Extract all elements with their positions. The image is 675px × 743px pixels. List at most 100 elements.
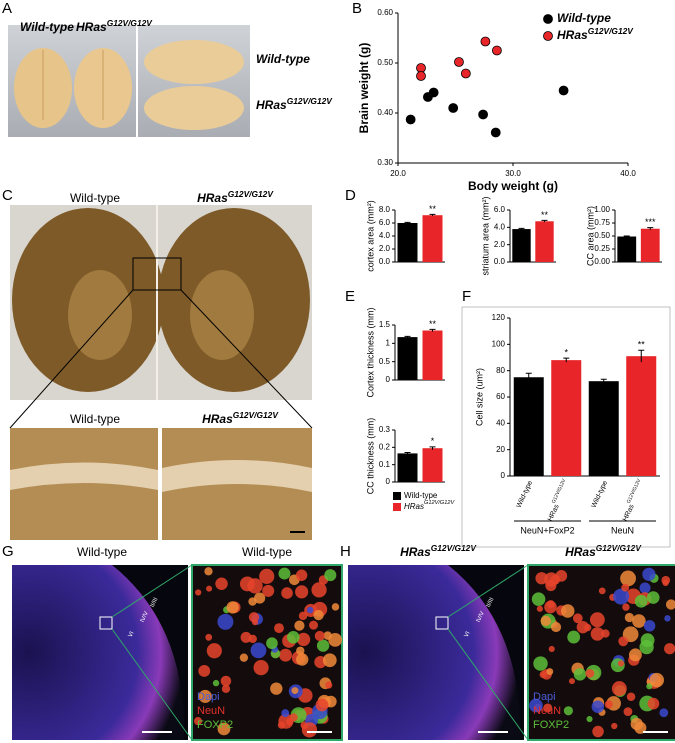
cell xyxy=(613,588,630,605)
point xyxy=(478,109,489,120)
cell xyxy=(543,703,553,713)
label-sup: G12V/G12V xyxy=(431,543,478,553)
error-bar xyxy=(429,213,436,216)
bar xyxy=(512,229,531,262)
y-axis-label: striatum area (mm²) xyxy=(480,196,490,275)
cell xyxy=(591,700,605,713)
error-bar xyxy=(518,227,525,230)
cell xyxy=(277,721,286,729)
stain-label: NeuN xyxy=(197,705,225,717)
x-tick-label: 30.0 xyxy=(505,169,521,178)
cell xyxy=(221,684,231,694)
striatum xyxy=(68,270,132,360)
cell xyxy=(630,717,643,731)
photo-label: Wild-type xyxy=(70,412,120,426)
photo-label: Wild-type xyxy=(70,191,120,205)
label-main: HRas xyxy=(256,98,287,112)
cell xyxy=(309,620,319,630)
y-tick-label: 0.60 xyxy=(377,8,393,17)
cell xyxy=(205,633,213,641)
point xyxy=(405,114,416,125)
y-tick-label: 0.30 xyxy=(377,158,393,167)
point xyxy=(454,57,464,67)
y-tick-label: 60 xyxy=(496,392,505,401)
y-tick-label: 6.0 xyxy=(379,218,391,227)
cell xyxy=(573,668,587,681)
bar xyxy=(397,223,418,262)
cell xyxy=(620,570,636,587)
cell xyxy=(217,722,231,736)
legend-label: Wild-type xyxy=(404,491,438,500)
x-tick-label: Wild-type xyxy=(591,480,610,509)
y-tick-label: 0.75 xyxy=(594,218,610,227)
cell xyxy=(550,621,562,633)
cell xyxy=(226,601,239,614)
x-tick-label: HRasG12V/G12V xyxy=(544,478,572,523)
y-tick-label: 0 xyxy=(386,477,391,486)
cell xyxy=(198,689,212,703)
significance: * xyxy=(431,436,435,446)
panel-letter: D xyxy=(345,187,356,204)
cell xyxy=(296,632,311,647)
point xyxy=(448,103,459,113)
label-sup: G12V/G12V xyxy=(424,500,455,506)
cell xyxy=(193,717,203,726)
cell xyxy=(212,679,220,687)
cell xyxy=(642,567,656,581)
cell xyxy=(545,579,557,592)
x-tick-label: 20.0 xyxy=(390,169,406,178)
cell xyxy=(611,722,618,730)
cell xyxy=(568,678,575,685)
cell xyxy=(664,643,675,655)
error-bar xyxy=(600,378,607,384)
layer-label: IV/V xyxy=(140,611,150,624)
y-axis-label: CC area (mm²) xyxy=(585,206,595,266)
cell xyxy=(584,623,592,632)
cell xyxy=(253,660,269,676)
y-tick-label: 0 xyxy=(386,375,391,384)
label-main: HRas xyxy=(400,545,431,559)
bar xyxy=(513,377,544,476)
panel-letter: A xyxy=(2,0,12,17)
cell xyxy=(544,600,557,614)
bar xyxy=(422,330,443,380)
y-tick-label: 0.0 xyxy=(494,257,506,266)
brain xyxy=(144,86,244,130)
y-tick-label: 0 xyxy=(501,471,506,480)
stain-label: Dapi xyxy=(197,691,220,703)
legend-swatch xyxy=(393,503,401,511)
stain-label: Dapi xyxy=(533,691,556,703)
photo-label: Wild-type xyxy=(20,20,74,34)
cell xyxy=(298,611,308,621)
cell xyxy=(536,605,543,612)
y-tick-label: 8.0 xyxy=(379,205,391,214)
x-axis-label: Body weight (g) xyxy=(468,179,558,193)
y-tick-label: 0.40 xyxy=(377,108,393,117)
y-tick-label: 0.00 xyxy=(594,257,610,266)
point xyxy=(491,45,502,56)
point xyxy=(490,127,501,138)
y-tick-label: 120 xyxy=(492,313,506,322)
error-bar xyxy=(623,235,630,238)
cell xyxy=(585,668,595,678)
label-main: HRas xyxy=(565,545,596,559)
y-tick-label: 1.00 xyxy=(594,205,610,214)
cell xyxy=(315,698,329,712)
y-tick-label: 1 xyxy=(386,338,391,347)
cell xyxy=(295,569,308,581)
cell xyxy=(592,725,604,738)
error-bar xyxy=(404,335,411,338)
cell xyxy=(560,604,575,618)
label-sup: G12V/G12V xyxy=(551,478,568,505)
cell xyxy=(325,681,333,689)
bar xyxy=(422,448,443,482)
zoom-line xyxy=(180,289,313,429)
cell xyxy=(548,645,555,653)
point xyxy=(480,36,491,47)
cell xyxy=(589,612,605,628)
photo-label: Wild-type xyxy=(242,545,292,559)
panel-letter: E xyxy=(345,288,355,305)
zoom-line xyxy=(111,564,193,618)
y-axis-label: Cortex thickness (mm) xyxy=(365,307,375,397)
cell xyxy=(647,697,660,710)
